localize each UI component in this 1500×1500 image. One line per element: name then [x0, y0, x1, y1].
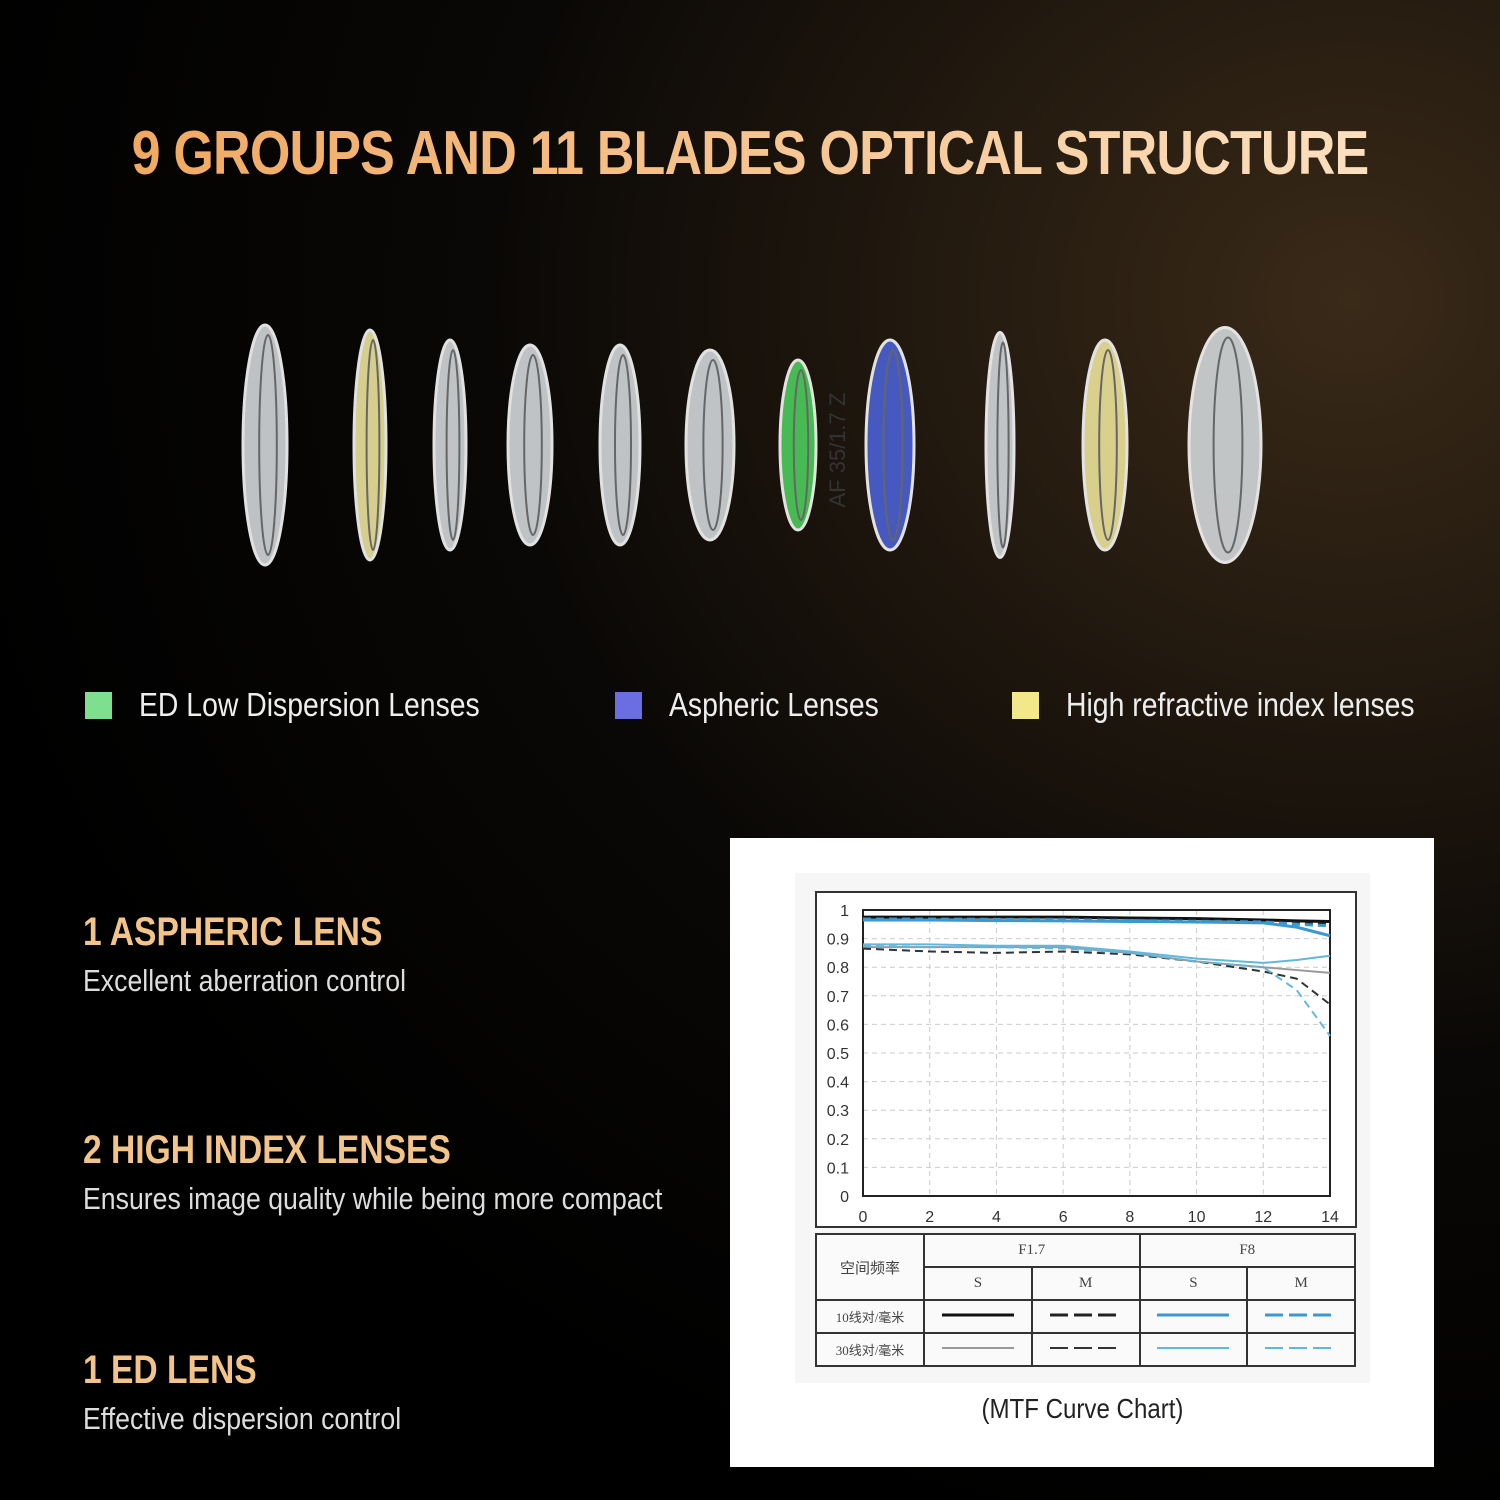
- mtf-card: 0 0.1 0.2 0.3 0.4 0.5 0.6 0.7 0.8 0.9 1 0 2 4 6 8 10 12 14…: [730, 838, 1434, 1467]
- lens-element-yellow: [1081, 338, 1129, 552]
- y-tick-label: 0.7: [827, 989, 849, 1006]
- y-tick-label: 0.1: [827, 1160, 849, 1177]
- series-30-f8-s: [863, 943, 1331, 964]
- x-tick-label: 6: [1059, 1209, 1068, 1226]
- plot-area: [862, 909, 1331, 1197]
- lens-element-clear: [506, 343, 554, 547]
- series-30-f8-m: [862, 944, 1331, 1037]
- x-tick-label: 0: [859, 1209, 868, 1226]
- x-tick-label: 4: [992, 1209, 1001, 1226]
- series-10-f8-m: [863, 917, 1331, 928]
- legend-ed: ED Low Dispersion Lenses: [85, 686, 535, 724]
- legend-aspheric: Aspheric Lenses: [615, 686, 913, 724]
- x-tick-label: 14: [1321, 1209, 1339, 1226]
- lens-element-blue: [864, 338, 916, 552]
- lens-element-clear: [598, 343, 642, 547]
- y-tick-label: 0.8: [827, 960, 849, 977]
- y-tick-label: 0.9: [827, 932, 849, 949]
- y-tick-label: 0.2: [827, 1132, 849, 1149]
- x-tick-label: 10: [1188, 1209, 1206, 1226]
- lens-element-yellow: [352, 328, 388, 562]
- feature-ed: 1 ED LENS Effective dispersion control: [83, 1348, 402, 1436]
- x-tick-label: 2: [925, 1209, 934, 1226]
- page-title: 9 GROUPS AND 11 BLADES OPTICAL STRUCTURE: [120, 118, 1380, 189]
- lens-element-clear: [984, 331, 1016, 559]
- y-tick-label: 1: [840, 903, 849, 920]
- lens-element-clear: [1187, 326, 1263, 564]
- lens-element-clear: [241, 323, 289, 567]
- series-10-f17-s: [863, 915, 1331, 923]
- chart-caption: (MTF Curve Chart): [980, 1393, 1184, 1424]
- lens-diagram: AF 35/1.7 Z: [241, 323, 1263, 567]
- aspheric-swatch: [615, 691, 642, 719]
- y-tick-label: 0: [840, 1189, 849, 1206]
- y-tick-label: 0.3: [827, 1103, 849, 1120]
- lens-element-clear: [432, 338, 468, 552]
- header-cell: 空间频率: [815, 1233, 925, 1301]
- feature-high-index: 2 HIGH INDEX LENSES Ensures image quality…: [83, 1128, 663, 1216]
- ed-swatch: [85, 691, 112, 719]
- lens-marking: AF 35/1.7 Z: [825, 393, 850, 508]
- lens-element-clear: [684, 348, 736, 542]
- legend-high-index: High refractive index lenses: [1012, 686, 1471, 724]
- x-tick-label: 8: [1125, 1209, 1134, 1226]
- y-tick-label: 0.5: [827, 1046, 849, 1063]
- high-index-swatch: [1012, 691, 1039, 719]
- lens-element-green: [778, 358, 818, 532]
- y-tick-label: 0.6: [827, 1017, 849, 1034]
- y-tick-label: 0.4: [827, 1075, 849, 1092]
- mtf-chart: 00.10.20.30.40.50.60.70.80.910 2 4 6 8 10 12 14: [815, 891, 1357, 1228]
- x-tick-label: 12: [1254, 1209, 1272, 1226]
- feature-aspheric: 1 ASPHERIC LENS Excellent aberration cont…: [83, 910, 407, 998]
- chart-frame: [815, 891, 1357, 1228]
- series-30-f17-m: [862, 947, 1331, 1006]
